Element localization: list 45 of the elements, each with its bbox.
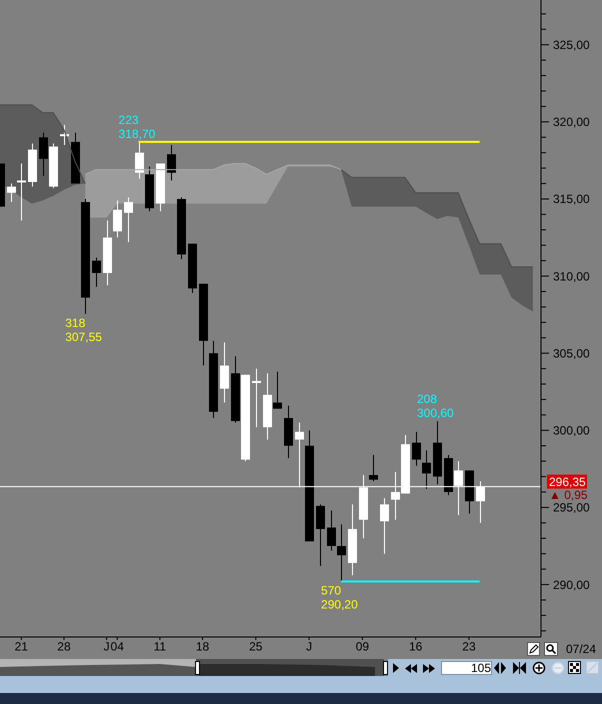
text: 07/24 [566, 642, 596, 656]
y-tick-label: 295,00 [553, 500, 590, 515]
x-tick-label: 16 [408, 640, 423, 654]
annotation: 318 307,55 [65, 316, 102, 344]
candlestick [273, 371, 282, 410]
x-tick-label: 23 [462, 640, 476, 654]
y-tick-label: 305,00 [553, 346, 590, 360]
candlestick [316, 504, 325, 567]
candlestick [113, 200, 122, 238]
candlestick [369, 454, 378, 482]
candlestick [167, 144, 176, 181]
candlestick [412, 431, 421, 466]
x-tick-label: J [306, 640, 312, 654]
candlestick [422, 450, 431, 490]
candlestick [220, 342, 229, 404]
candlestick [39, 132, 48, 176]
candlestick [17, 162, 26, 222]
y-tick-label: 325,00 [553, 38, 590, 52]
candlestick [124, 196, 133, 243]
candlestick [7, 183, 16, 203]
candlestick [380, 498, 389, 554]
y-tick-label: 310,00 [553, 269, 590, 284]
candlestick [135, 141, 144, 180]
x-tick-label: 09 [356, 640, 370, 654]
candlestick [327, 510, 336, 552]
candlestick [337, 524, 346, 582]
text: 105 [470, 661, 491, 675]
ref-line-label: 296,35 [549, 474, 586, 489]
y-tick-label: 320,00 [553, 115, 590, 130]
annotation: 208 300,60 [416, 392, 454, 420]
x-tick-label: 04 [110, 640, 124, 654]
x-tick-label: 18 [196, 640, 210, 654]
y-tick-label: 300,00 [553, 424, 590, 438]
x-tick-label: J [104, 640, 110, 654]
x-tick-label: 21 [14, 640, 28, 654]
x-tick-label: 25 [249, 640, 263, 654]
y-tick-label: 290,00 [553, 578, 590, 592]
x-tick-label: 28 [57, 640, 71, 654]
x-tick-label: 11 [154, 640, 166, 654]
annotation: 570 290,20 [321, 583, 358, 612]
candlestick [92, 257, 101, 288]
annotation: 223 318,70 [118, 112, 156, 141]
text: ▲ 0,95 [549, 488, 588, 502]
y-tick-label: 315,00 [553, 192, 590, 206]
candlestick [252, 368, 261, 428]
